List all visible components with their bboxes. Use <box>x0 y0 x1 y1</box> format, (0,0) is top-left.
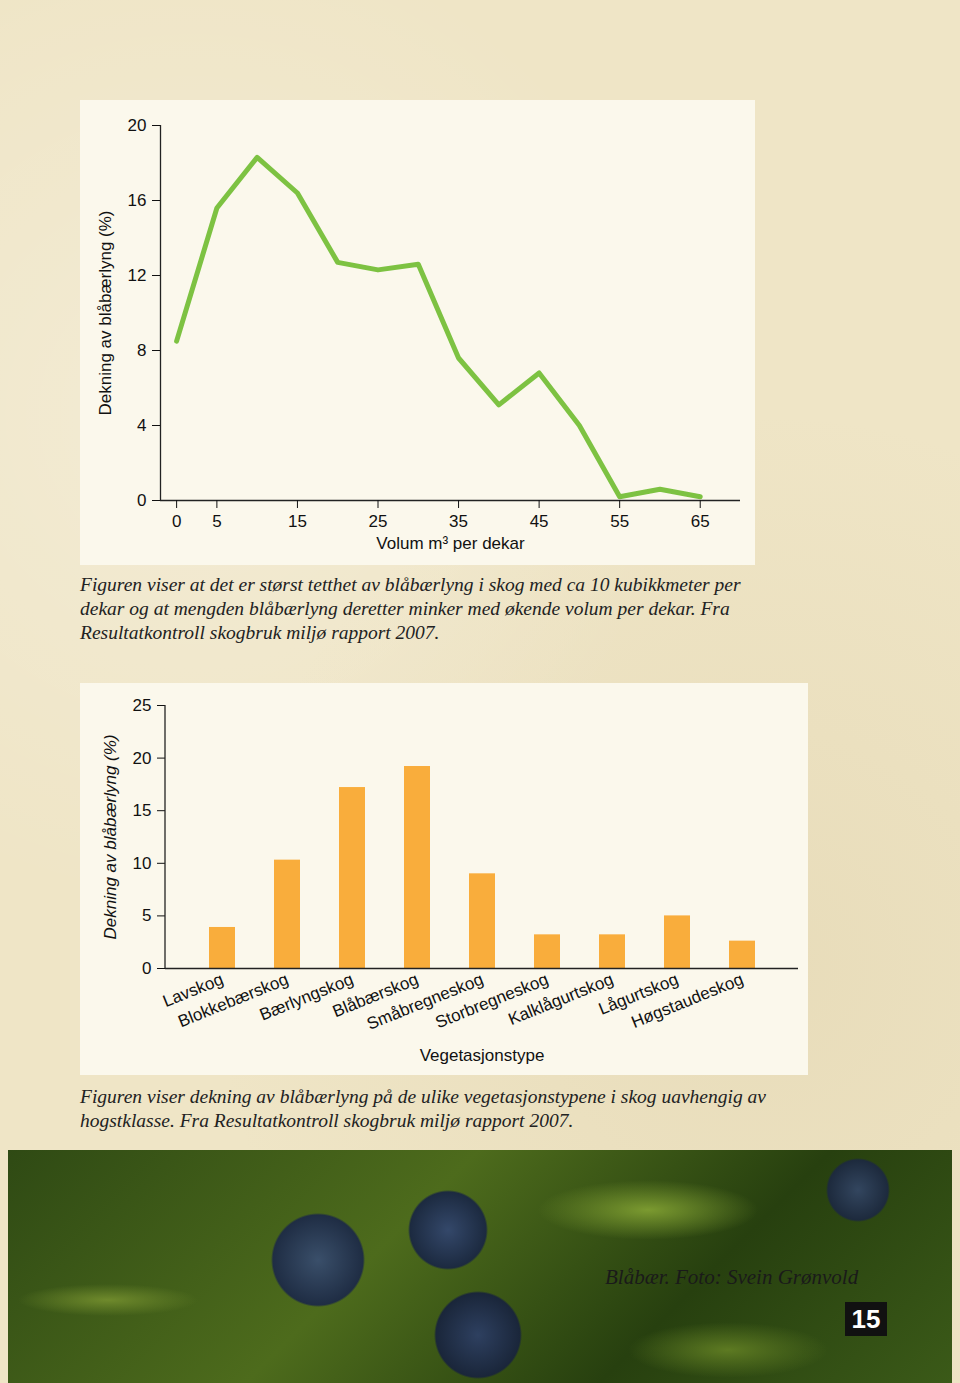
svg-text:5: 5 <box>212 512 221 531</box>
html-text:Figuren viser at det er størst: Figuren viser at det er størst tetthet a… <box>80 574 741 643</box>
svg-text:16: 16 <box>128 191 147 210</box>
svg-text:Blokkebærskog: Blokkebærskog <box>175 969 291 1032</box>
svg-text:5: 5 <box>142 906 151 925</box>
svg-text:45: 45 <box>530 512 549 531</box>
svg-text:25: 25 <box>133 696 152 715</box>
svg-text:10: 10 <box>133 854 152 873</box>
svg-text:Høgstaudeskog: Høgstaudeskog <box>629 970 747 1032</box>
svg-text:Kalklågurtskog: Kalklågurtskog <box>505 969 616 1029</box>
svg-text:15: 15 <box>288 512 307 531</box>
svg-text:Lavskog: Lavskog <box>160 969 226 1011</box>
svg-text:20: 20 <box>128 116 147 135</box>
svg-text:Vegetasjonstype: Vegetasjonstype <box>420 1046 545 1065</box>
svg-text:55: 55 <box>610 512 629 531</box>
svg-text:4: 4 <box>137 416 146 435</box>
svg-text:Lågurtskog: Lågurtskog <box>595 969 681 1019</box>
svg-text:25: 25 <box>369 512 388 531</box>
html-text:Figuren viser dekning av blåbæ: Figuren viser dekning av blåbærlyng på d… <box>80 1086 766 1131</box>
svg-text:Storbregneskog: Storbregneskog <box>432 969 551 1033</box>
svg-text:20: 20 <box>133 749 152 768</box>
svg-text:Dekning av blåbærlyng (%): Dekning av blåbærlyng (%) <box>101 734 120 939</box>
svg-text:Blåbærskog: Blåbærskog <box>329 969 421 1022</box>
svg-text:0: 0 <box>137 491 146 510</box>
svg-text:Småbregneskog: Småbregneskog <box>364 969 486 1034</box>
html-text:Blåbær. Foto: Svein Grønvold: Blåbær. Foto: Svein Grønvold <box>605 1265 859 1289</box>
html-text:15: 15 <box>851 1304 881 1334</box>
svg-text:35: 35 <box>449 512 468 531</box>
svg-text:Volum m³ per dekar: Volum m³ per dekar <box>376 534 525 553</box>
svg-text:15: 15 <box>133 801 152 820</box>
svg-text:Dekning av blåbærlyng (%): Dekning av blåbærlyng (%) <box>96 210 115 415</box>
svg-text:8: 8 <box>137 341 146 360</box>
svg-text:Bærlyngskog: Bærlyngskog <box>256 969 356 1025</box>
svg-text:0: 0 <box>142 959 151 978</box>
svg-text:12: 12 <box>128 266 147 285</box>
svg-text:0: 0 <box>172 512 181 531</box>
svg-text:65: 65 <box>691 512 710 531</box>
